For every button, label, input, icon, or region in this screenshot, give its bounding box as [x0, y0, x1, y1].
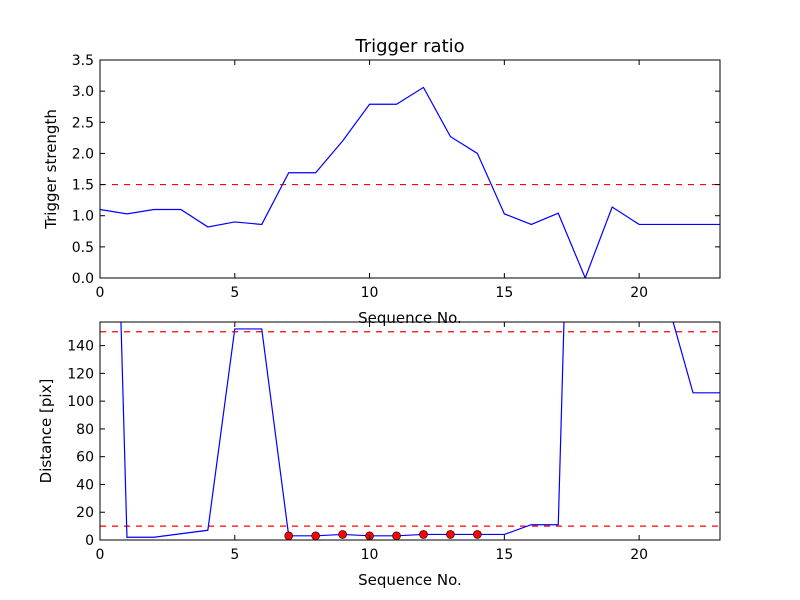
- y-axis-label: Trigger strength: [42, 109, 60, 230]
- data-point-marker: [311, 531, 320, 541]
- axes-frame: [99, 321, 721, 541]
- y-tick-label: 2.5: [72, 115, 94, 131]
- data-point-marker: [419, 530, 428, 539]
- y-axis-label: Distance [pix]: [37, 379, 55, 484]
- subplot-1: 0 5 10 15 20 0.0 0.5 1.0 1.5 2.0 2.5 3.0 3.5 Sequence…: [42, 36, 721, 327]
- y-tick-label: 1.5: [72, 178, 94, 194]
- y-tick-label: 100: [67, 394, 94, 410]
- x-tick-label: 15: [495, 285, 513, 301]
- y-tick-label: 140: [67, 339, 94, 355]
- y-tick-label: 80: [76, 422, 94, 438]
- x-tick-label: 10: [361, 547, 379, 563]
- y-tick-label: 3.5: [72, 53, 94, 69]
- y-tick-label: 0.0: [72, 271, 94, 287]
- x-tick-label: 5: [230, 285, 239, 301]
- y-tick-label: 3.0: [72, 84, 94, 100]
- series-line-1: [120, 322, 720, 538]
- x-tick-label: 0: [96, 547, 105, 563]
- chart-title: Trigger ratio: [354, 36, 464, 57]
- y-tick-label: 20: [76, 505, 94, 521]
- x-tick-label: 20: [630, 285, 648, 301]
- y-tick-label: 1.0: [72, 209, 94, 225]
- x-tick-label: 20: [630, 547, 648, 563]
- data-point-marker: [473, 530, 482, 539]
- x-tick-label: 5: [230, 547, 239, 563]
- x-tick-label: 0: [96, 285, 105, 301]
- data-point-marker: [338, 530, 347, 539]
- x-axis-label: Sequence No.: [358, 309, 462, 327]
- subplot-2: 0 5 10 15 20 0 20 40 60 80 100 120 140 Sequence No. Di…: [37, 321, 721, 589]
- data-point-marker: [446, 530, 455, 539]
- data-point-marker: [392, 531, 401, 541]
- x-tick-label: 15: [495, 547, 513, 563]
- y-tick-label: 60: [76, 450, 94, 466]
- x-axis-label: Sequence No.: [358, 571, 462, 589]
- y-tick-label: 40: [76, 477, 94, 493]
- y-tick-label: 2.0: [72, 146, 94, 162]
- x-tick-label: 10: [361, 285, 379, 301]
- axes-frame: [99, 59, 721, 279]
- data-point-marker: [284, 531, 293, 541]
- y-tick-label: 120: [67, 366, 94, 382]
- y-tick-label: 0.5: [72, 240, 94, 256]
- series-line-1: [100, 86, 720, 278]
- y-tick-label: 0: [85, 533, 94, 549]
